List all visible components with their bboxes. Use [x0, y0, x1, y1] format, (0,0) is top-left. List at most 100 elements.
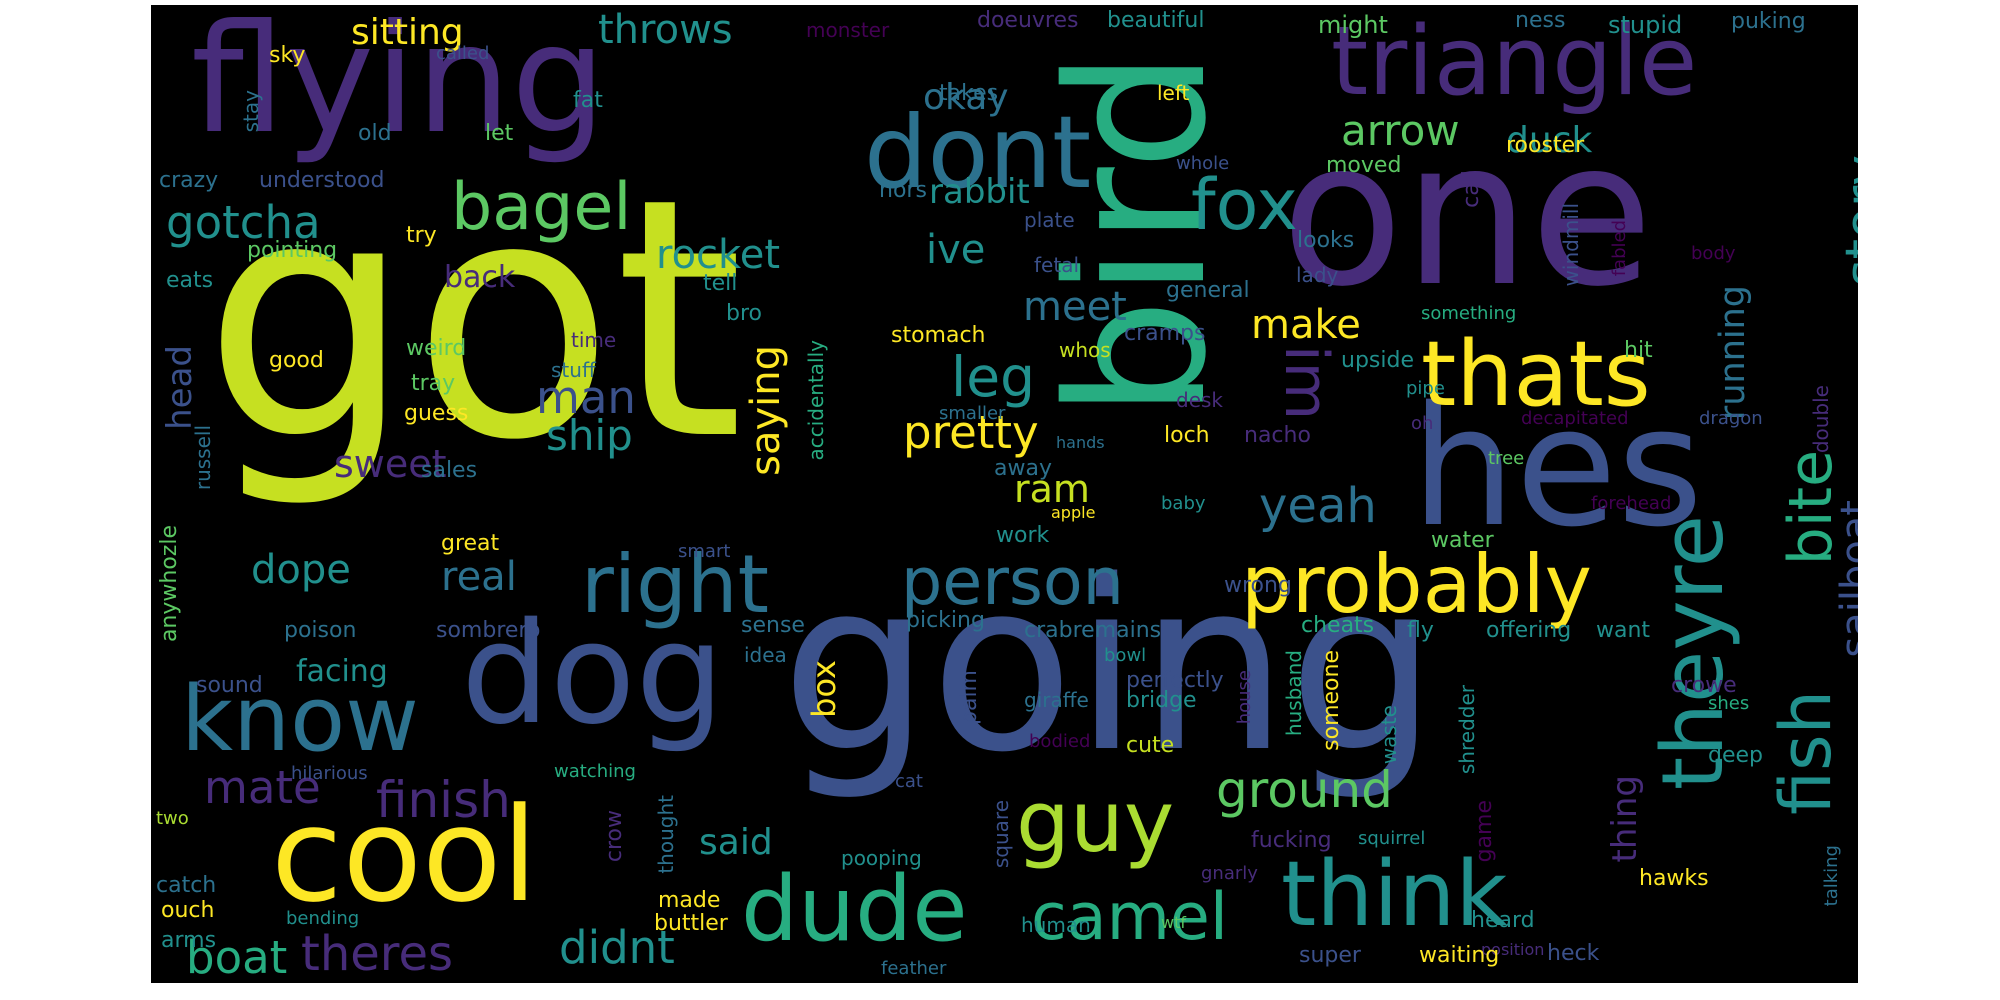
cloud-word: oh — [1411, 413, 1434, 434]
cloud-word: fetal — [1034, 253, 1079, 277]
cloud-word: pooping — [841, 846, 922, 870]
cloud-word: weird — [406, 336, 467, 361]
cloud-word: camel — [1031, 880, 1228, 955]
cloud-word: loch — [1164, 423, 1210, 448]
cloud-word: right — [581, 538, 769, 631]
cloud-word: made — [658, 888, 721, 913]
cloud-word: beautiful — [1107, 8, 1205, 33]
cloud-word: wtf — [1161, 913, 1186, 932]
cloud-word: stomach — [891, 323, 986, 348]
cloud-word: guy — [1016, 773, 1175, 872]
cloud-word: bodied — [1029, 731, 1091, 752]
cloud-word: body — [1691, 243, 1736, 264]
cloud-word: rocket — [656, 232, 781, 278]
cloud-word: crazy — [159, 168, 219, 193]
cloud-word: want — [1596, 618, 1651, 643]
cloud-word: sound — [196, 673, 263, 698]
cloud-word: mate — [204, 761, 321, 814]
cloud-word: perfectly — [1126, 668, 1224, 693]
cloud-word: gotcha — [166, 196, 321, 249]
cloud-word: hit — [1624, 338, 1653, 363]
cloud-word: sense — [741, 613, 805, 638]
cloud-word: bridge — [1126, 688, 1197, 713]
cloud-word: work — [996, 523, 1050, 548]
cloud-word: ground — [1216, 761, 1393, 819]
cloud-word: sailboat — [1833, 500, 1858, 658]
cloud-word: cute — [1126, 733, 1175, 758]
cloud-word: double — [1809, 385, 1833, 454]
cloud-word: dude — [741, 857, 968, 962]
cloud-word: sitting — [351, 12, 464, 53]
cloud-word: try — [406, 223, 437, 248]
cloud-word: gnarly — [1201, 863, 1258, 884]
cloud-word: crabremains — [1024, 618, 1162, 643]
cloud-word: upside — [1341, 348, 1414, 373]
cloud-word: ness — [1515, 8, 1566, 33]
cloud-word: know — [181, 667, 419, 772]
cloud-word: person — [901, 545, 1124, 620]
cloud-word: dragon — [1699, 408, 1763, 429]
cloud-word: time — [571, 328, 617, 352]
cloud-word: cheats — [1301, 613, 1375, 638]
cloud-word: position — [1481, 940, 1545, 959]
cloud-word: two — [156, 808, 189, 829]
cloud-word: boat — [186, 931, 288, 983]
cloud-word: hes — [1411, 371, 1704, 563]
cloud-word: great — [441, 531, 500, 556]
cloud-word: didnt — [559, 921, 675, 974]
cloud-word: one — [1281, 98, 1654, 331]
cloud-word: ship — [546, 411, 633, 460]
cloud-word: monster — [806, 18, 890, 42]
cloud-word: crow — [602, 810, 627, 863]
cloud-word: hilarious — [291, 763, 368, 784]
cloud-word: crowe — [1671, 673, 1737, 698]
cloud-word: sweet — [334, 442, 447, 486]
cloud-word: box — [805, 660, 843, 718]
cloud-word: im — [1271, 345, 1341, 421]
cloud-word: something — [1421, 303, 1517, 324]
cloud-word: takes — [939, 81, 999, 106]
cloud-word: saying — [743, 345, 789, 476]
cloud-word: thought — [654, 795, 678, 874]
cloud-word: finish — [376, 771, 511, 829]
cloud-word: old — [358, 121, 392, 146]
cloud-word: said — [699, 822, 773, 863]
cloud-word: guess — [404, 401, 469, 426]
cloud-word: nacho — [1244, 423, 1311, 448]
cloud-word: call — [1459, 170, 1484, 208]
cloud-word: smaller — [939, 403, 1006, 424]
cloud-word: feather — [881, 958, 947, 979]
cloud-word: decapitated — [1521, 408, 1629, 429]
cloud-word: palm — [957, 670, 982, 725]
cloud-word: bro — [726, 301, 762, 326]
cloud-word: cat — [895, 771, 923, 792]
cloud-word: triangle — [1331, 7, 1698, 117]
cloud-word: dont — [864, 94, 1092, 211]
cloud-word: understood — [259, 168, 385, 193]
cloud-word: square — [989, 800, 1013, 869]
cloud-word: hands — [1056, 433, 1105, 452]
cloud-word: squirrel — [1358, 828, 1426, 849]
cloud-word: giraffe — [1024, 688, 1089, 712]
cloud-word: ouch — [161, 898, 215, 923]
cloud-word: someone — [1319, 650, 1344, 751]
cloud-word: poison — [284, 618, 357, 643]
cloud-word: fucking — [1251, 828, 1332, 853]
cloud-word: fabled — [1609, 220, 1630, 277]
cloud-word: plate — [1024, 208, 1075, 232]
cloud-word: running — [1713, 285, 1753, 421]
cloud-word: fish — [1765, 690, 1847, 815]
cloud-word: sky — [269, 43, 306, 68]
cloud-word: buttler — [654, 911, 728, 936]
cloud-word: windmill — [1559, 203, 1583, 287]
cloud-word: left — [1157, 81, 1190, 105]
cloud-word: desk — [1176, 388, 1224, 412]
cloud-word: anywhozle — [157, 525, 182, 643]
cloud-word: dog — [461, 593, 725, 756]
cloud-word: eats — [166, 268, 214, 293]
cloud-word: good — [269, 348, 324, 373]
cloud-word: bowl — [1104, 645, 1147, 666]
cloud-word: offering — [1486, 618, 1572, 643]
cloud-word: idea — [744, 643, 787, 667]
cloud-word: stay — [239, 90, 263, 133]
